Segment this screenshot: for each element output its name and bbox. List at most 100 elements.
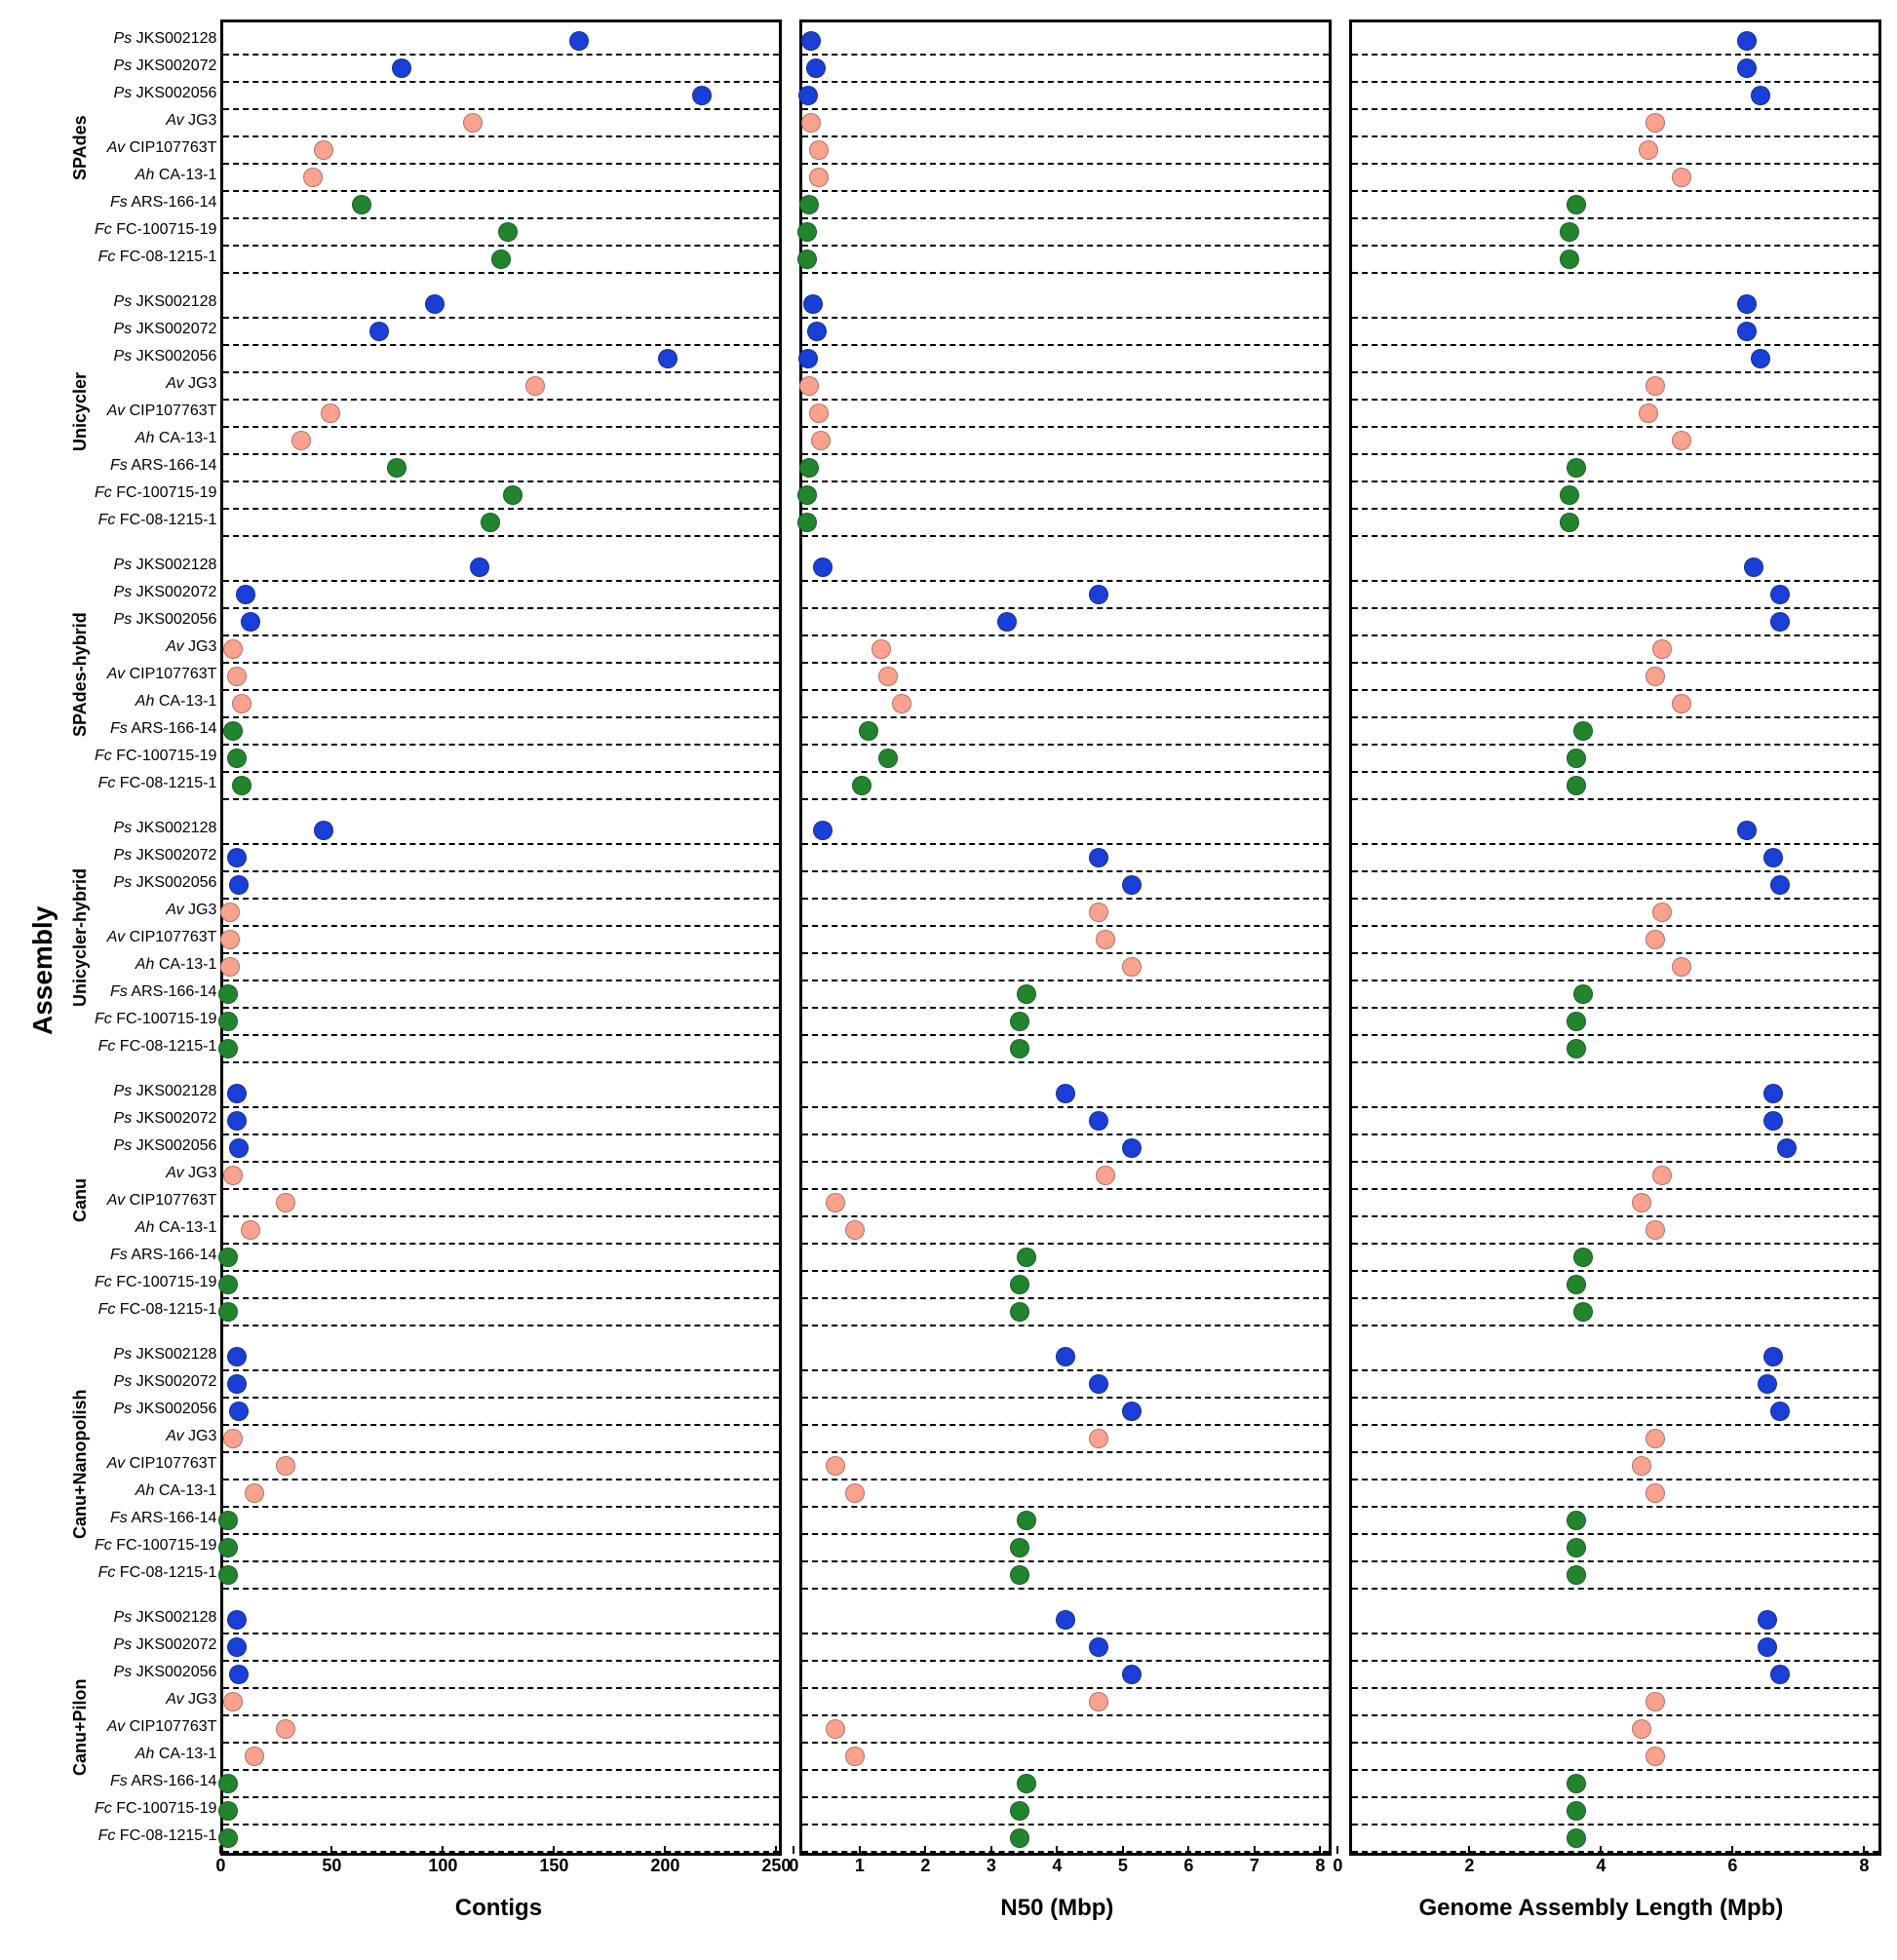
strain-label: Av JG3 (95, 370, 216, 398)
data-point (218, 1565, 238, 1585)
data-point (491, 250, 511, 269)
strain-label: Ah CA-13-1 (95, 1478, 216, 1505)
data-row (1352, 1245, 1878, 1272)
data-point (1652, 639, 1672, 659)
data-point (227, 848, 247, 867)
data-row (1352, 718, 1878, 746)
data-row (223, 1299, 779, 1326)
strain-label: Fs ARS-166-14 (95, 1242, 216, 1269)
data-row (223, 1535, 779, 1562)
data-point (1567, 1012, 1586, 1031)
data-point (227, 667, 247, 686)
data-point (1567, 1801, 1586, 1821)
data-point (1010, 1302, 1029, 1322)
x-axis: 012345678 (794, 1856, 1320, 1891)
data-row (802, 1371, 1329, 1399)
data-row (1352, 455, 1878, 482)
strain-label: Ps JKS002056 (95, 1133, 216, 1160)
data-point (1567, 1774, 1586, 1793)
data-row (1352, 28, 1878, 56)
data-point (1645, 1220, 1665, 1240)
data-row (223, 981, 779, 1009)
data-row (802, 428, 1329, 455)
data-row (802, 373, 1329, 401)
data-point (227, 1637, 247, 1657)
data-row (223, 1562, 779, 1590)
strain-label: Fc FC-08-1215-1 (95, 244, 216, 271)
data-row (1352, 927, 1878, 954)
data-row (802, 1607, 1329, 1634)
group-label: SPAdes (66, 25, 95, 271)
data-row (1352, 1562, 1878, 1590)
data-row (802, 482, 1329, 510)
x-tick: 8 (1859, 1856, 1869, 1876)
x-tick: 0 (789, 1856, 798, 1876)
data-point (369, 322, 389, 341)
strain-label: Ah CA-13-1 (95, 951, 216, 979)
strain-label: Fc FC-08-1215-1 (95, 507, 216, 534)
data-point (801, 31, 821, 51)
data-row (802, 1217, 1329, 1245)
data-point (229, 1138, 249, 1158)
strain-label: Fc FC-100715-19 (95, 480, 216, 507)
data-point (798, 86, 818, 105)
strain-label: Ps JKS002128 (95, 552, 216, 579)
data-row (802, 1825, 1329, 1853)
strain-label: Ps JKS002128 (95, 1604, 216, 1632)
data-point (1010, 1565, 1029, 1585)
data-point (1770, 1665, 1790, 1684)
group-label: SPAdes-hybrid (66, 552, 95, 797)
data-point (498, 222, 518, 242)
data-point (218, 1538, 238, 1557)
data-point (291, 431, 311, 450)
data-point (1763, 848, 1783, 867)
data-row (223, 165, 779, 192)
data-row (223, 1009, 779, 1036)
data-row (802, 1426, 1329, 1453)
data-point (223, 1166, 243, 1185)
data-row (802, 582, 1329, 609)
data-row (1352, 582, 1878, 609)
data-point (1010, 1828, 1029, 1848)
data-row (802, 1108, 1329, 1135)
strain-label: Fs ARS-166-14 (95, 1768, 216, 1795)
data-row (802, 1798, 1329, 1825)
data-row (1352, 1607, 1878, 1634)
data-row (223, 691, 779, 718)
data-point (1763, 1084, 1783, 1103)
data-point (387, 458, 406, 478)
data-row (802, 1634, 1329, 1662)
data-row (1352, 900, 1878, 927)
data-point (314, 140, 333, 160)
data-row (1352, 773, 1878, 800)
data-row (1352, 1344, 1878, 1371)
strain-labels-column: Ps JKS002128Ps JKS002072Ps JKS002056Av J… (95, 19, 220, 1922)
data-point (1560, 485, 1579, 505)
data-point (801, 113, 821, 133)
data-row (802, 28, 1329, 56)
data-row (223, 1245, 779, 1272)
data-row (223, 582, 779, 609)
strain-label: Ps JKS002128 (95, 288, 216, 316)
data-point (1652, 903, 1672, 922)
x-tick: 100 (428, 1856, 457, 1876)
data-point (798, 349, 818, 368)
x-axis-label: N50 (Mbp) (794, 1895, 1320, 1922)
data-row (223, 872, 779, 900)
data-point (1645, 1692, 1665, 1711)
data-row (223, 1108, 779, 1135)
data-row (802, 1009, 1329, 1036)
strain-label: Fc FC-100715-19 (95, 1006, 216, 1033)
data-point (1010, 1012, 1029, 1031)
data-row (1352, 1371, 1878, 1399)
data-point (1567, 1039, 1586, 1058)
strain-label: Ah CA-13-1 (95, 688, 216, 715)
data-row (223, 954, 779, 981)
data-point (392, 58, 411, 78)
strain-label: Av CIP107763T (95, 924, 216, 951)
data-row (223, 510, 779, 537)
data-row (802, 1689, 1329, 1716)
data-row (802, 636, 1329, 664)
data-row (802, 510, 1329, 537)
data-point (809, 168, 829, 187)
